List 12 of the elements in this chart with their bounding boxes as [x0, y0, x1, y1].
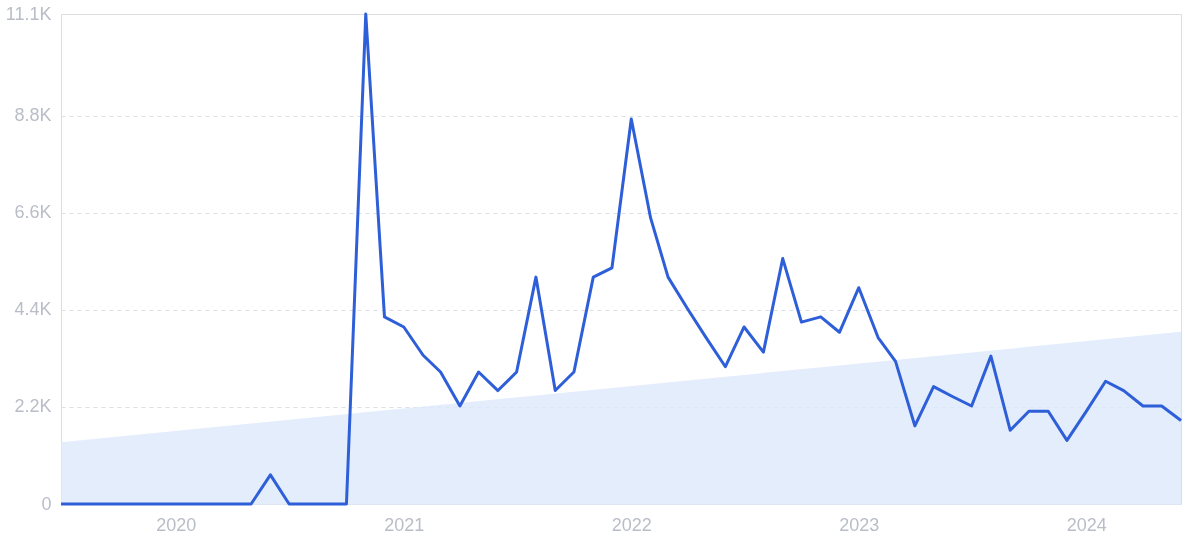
y-tick-label: 11.1K — [5, 3, 52, 24]
x-tick-label: 2020 — [156, 514, 197, 535]
y-tick-label: 4.4K — [14, 299, 52, 320]
y-tick-label: 2.2K — [14, 396, 52, 417]
y-tick-label: 6.6K — [14, 202, 52, 223]
x-tick-label: 2023 — [839, 514, 880, 535]
line-series — [59, 12, 1183, 506]
x-tick-label: 2024 — [1066, 514, 1107, 535]
x-tick-label: 2021 — [384, 514, 425, 535]
y-tick-label: 0 — [41, 493, 52, 514]
x-tick-label: 2022 — [611, 514, 652, 535]
y-tick-label: 8.8K — [14, 105, 52, 126]
